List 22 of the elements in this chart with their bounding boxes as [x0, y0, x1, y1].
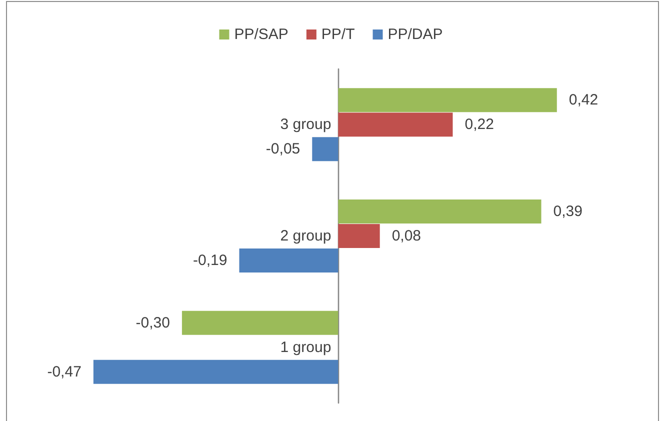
data-label: -0,19 [193, 252, 228, 269]
bar [338, 224, 380, 248]
data-label: 0,42 [568, 92, 598, 109]
bar [182, 310, 338, 335]
legend-label: PP/T [321, 26, 355, 43]
bar [338, 200, 542, 224]
legend-label: PP/DAP [388, 26, 443, 43]
data-label: -0,47 [47, 363, 82, 380]
data-label: 0,08 [392, 228, 422, 244]
data-label: 0,39 [553, 203, 582, 220]
bar [239, 248, 338, 272]
y-tick-label: 3 group [280, 116, 332, 134]
legend-label: PP/SAP [234, 26, 288, 43]
data-label: -0,30 [136, 314, 170, 332]
data-label: -0,05 [266, 140, 300, 158]
bar [338, 112, 453, 137]
y-tick-label: 2 group [280, 228, 332, 244]
bar [93, 360, 338, 384]
bar [338, 88, 557, 112]
y-tick-label: 1 group [280, 338, 332, 356]
bar [312, 137, 338, 162]
data-label: 0,22 [464, 116, 494, 134]
